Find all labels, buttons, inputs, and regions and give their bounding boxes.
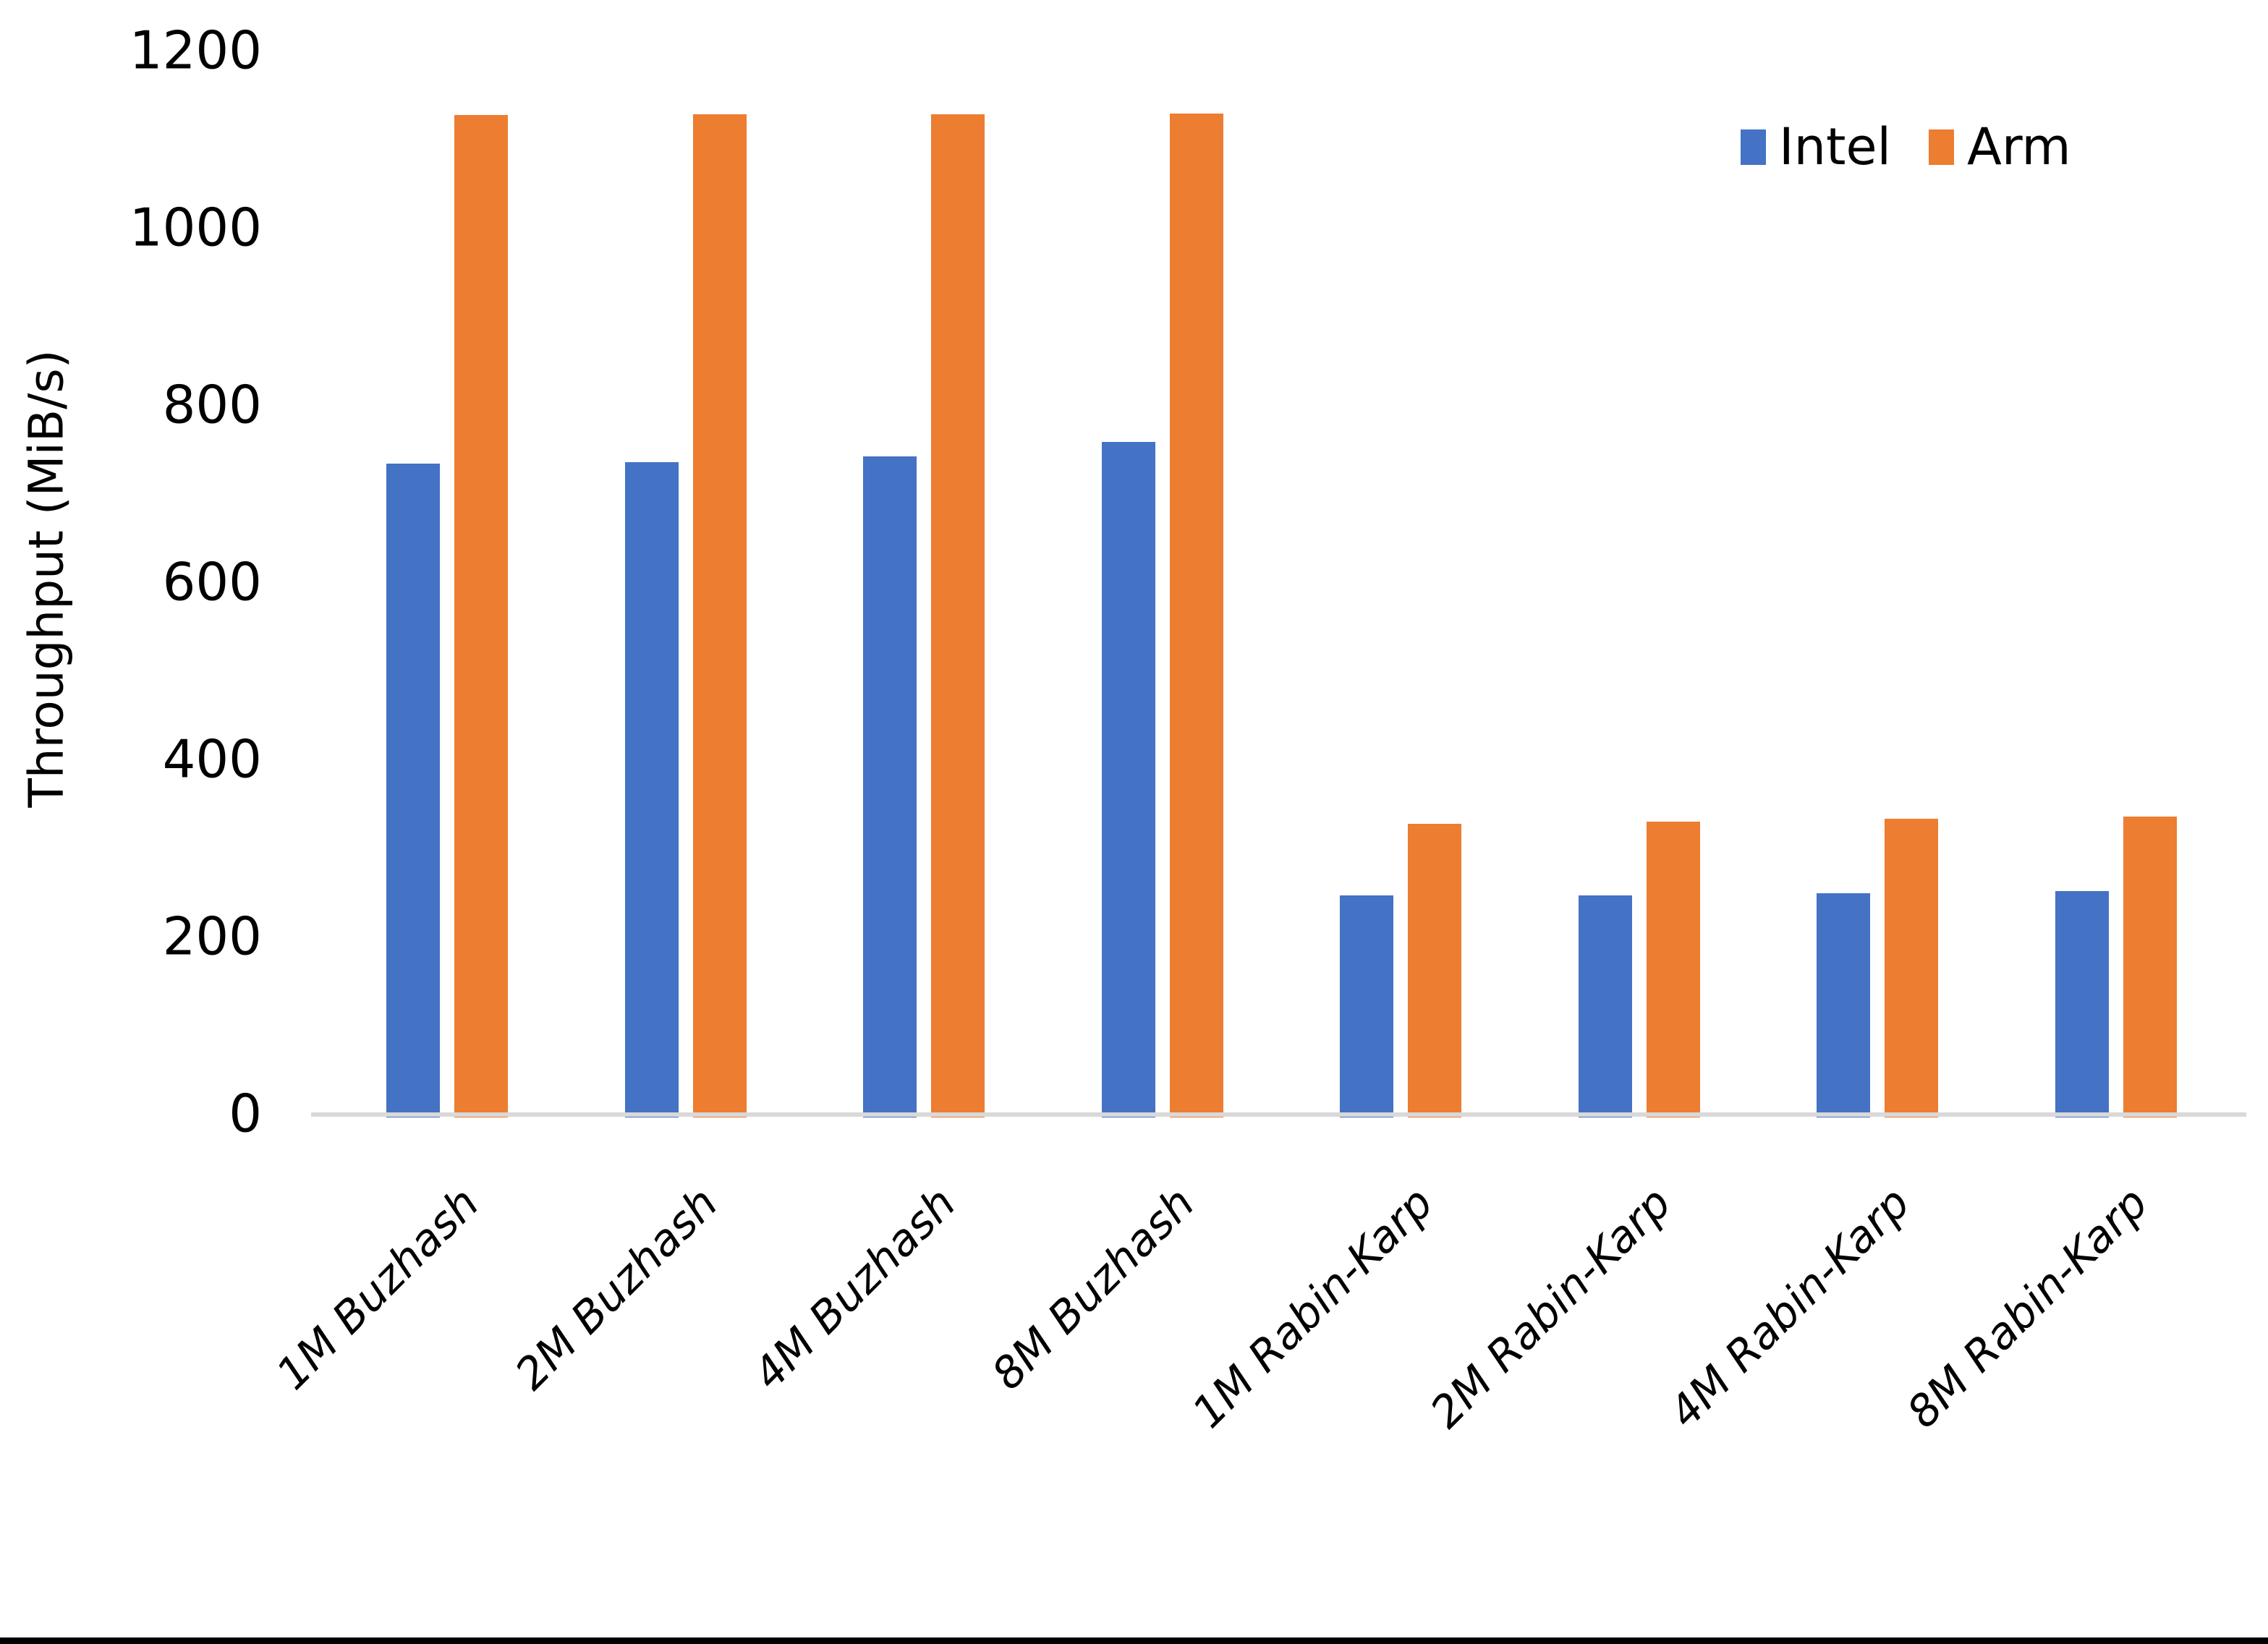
y-tick-label: 400 — [162, 728, 262, 790]
legend: Intel Arm — [1741, 122, 2071, 172]
x-category-label: 8M Rabin-Karp — [1898, 1177, 2158, 1439]
arm-bar — [1885, 818, 1939, 1117]
y-tick-label: 800 — [162, 374, 262, 435]
arm-bar — [931, 114, 985, 1117]
intel-bar — [863, 456, 917, 1117]
legend-item-intel: Intel — [1741, 122, 1891, 172]
y-tick-label: 0 — [229, 1083, 262, 1144]
x-category-label: 1M Buzhash — [267, 1177, 489, 1400]
y-tick-label: 600 — [162, 551, 262, 613]
bottom-border — [0, 1637, 2268, 1644]
legend-label: Intel — [1779, 117, 1891, 176]
legend-item-arm: Arm — [1928, 117, 2071, 176]
y-axis-title: Throughput (MiB/s) — [18, 349, 75, 808]
legend-label: Arm — [1966, 117, 2071, 176]
intel-bar — [1578, 895, 1632, 1117]
x-category-label: 8M Buzhash — [982, 1177, 1205, 1400]
intel-bar — [2055, 891, 2109, 1117]
arm-bar — [1169, 113, 1223, 1117]
arm-bar — [1646, 821, 1700, 1117]
y-tick-label: 1200 — [129, 20, 262, 81]
x-category-label: 4M Rabin-Karp — [1659, 1177, 1920, 1439]
arm-swatch-icon — [1928, 129, 1954, 165]
y-tick-label: 1000 — [129, 197, 262, 258]
intel-bar — [1817, 893, 1871, 1117]
intel-bar — [1340, 895, 1394, 1117]
intel-swatch-icon — [1741, 129, 1766, 165]
x-category-label: 4M Buzhash — [744, 1177, 967, 1400]
intel-bar — [624, 462, 679, 1117]
y-tick-label: 200 — [162, 906, 262, 967]
arm-bar — [1408, 824, 1462, 1117]
x-category-label: 2M Rabin-Karp — [1421, 1177, 1681, 1439]
intel-bar — [1101, 442, 1155, 1117]
intel-bar — [386, 463, 440, 1117]
x-axis-line — [311, 1112, 2246, 1117]
arm-bar — [2123, 817, 2177, 1117]
arm-bar — [454, 115, 508, 1117]
x-category-label: 1M Rabin-Karp — [1182, 1177, 1443, 1439]
x-category-label: 2M Buzhash — [505, 1177, 728, 1400]
arm-bar — [692, 114, 747, 1117]
